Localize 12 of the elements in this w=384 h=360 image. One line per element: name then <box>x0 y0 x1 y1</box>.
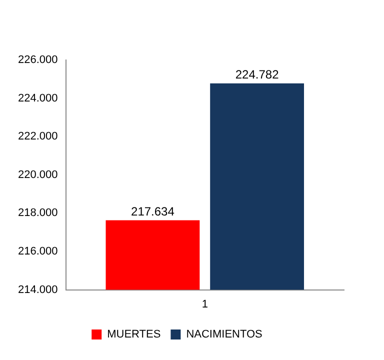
legend-label: MUERTES <box>107 328 161 341</box>
y-tick-label: 222.000 <box>18 130 58 143</box>
x-tick-label: 1 <box>202 298 208 310</box>
y-tick-label: 220.000 <box>18 168 58 181</box>
data-label: 217.634 <box>131 204 175 219</box>
y-tick-label: 226.000 <box>18 54 58 66</box>
y-tick-label: 216.000 <box>18 246 58 258</box>
y-tick-label: 214.000 <box>18 284 58 296</box>
data-label: 224.782 <box>235 68 280 82</box>
y-tick-label: 224.000 <box>18 92 58 104</box>
y-tick-label: 218.000 <box>18 207 58 220</box>
legend-label: NACIMIENTOS <box>186 328 262 341</box>
